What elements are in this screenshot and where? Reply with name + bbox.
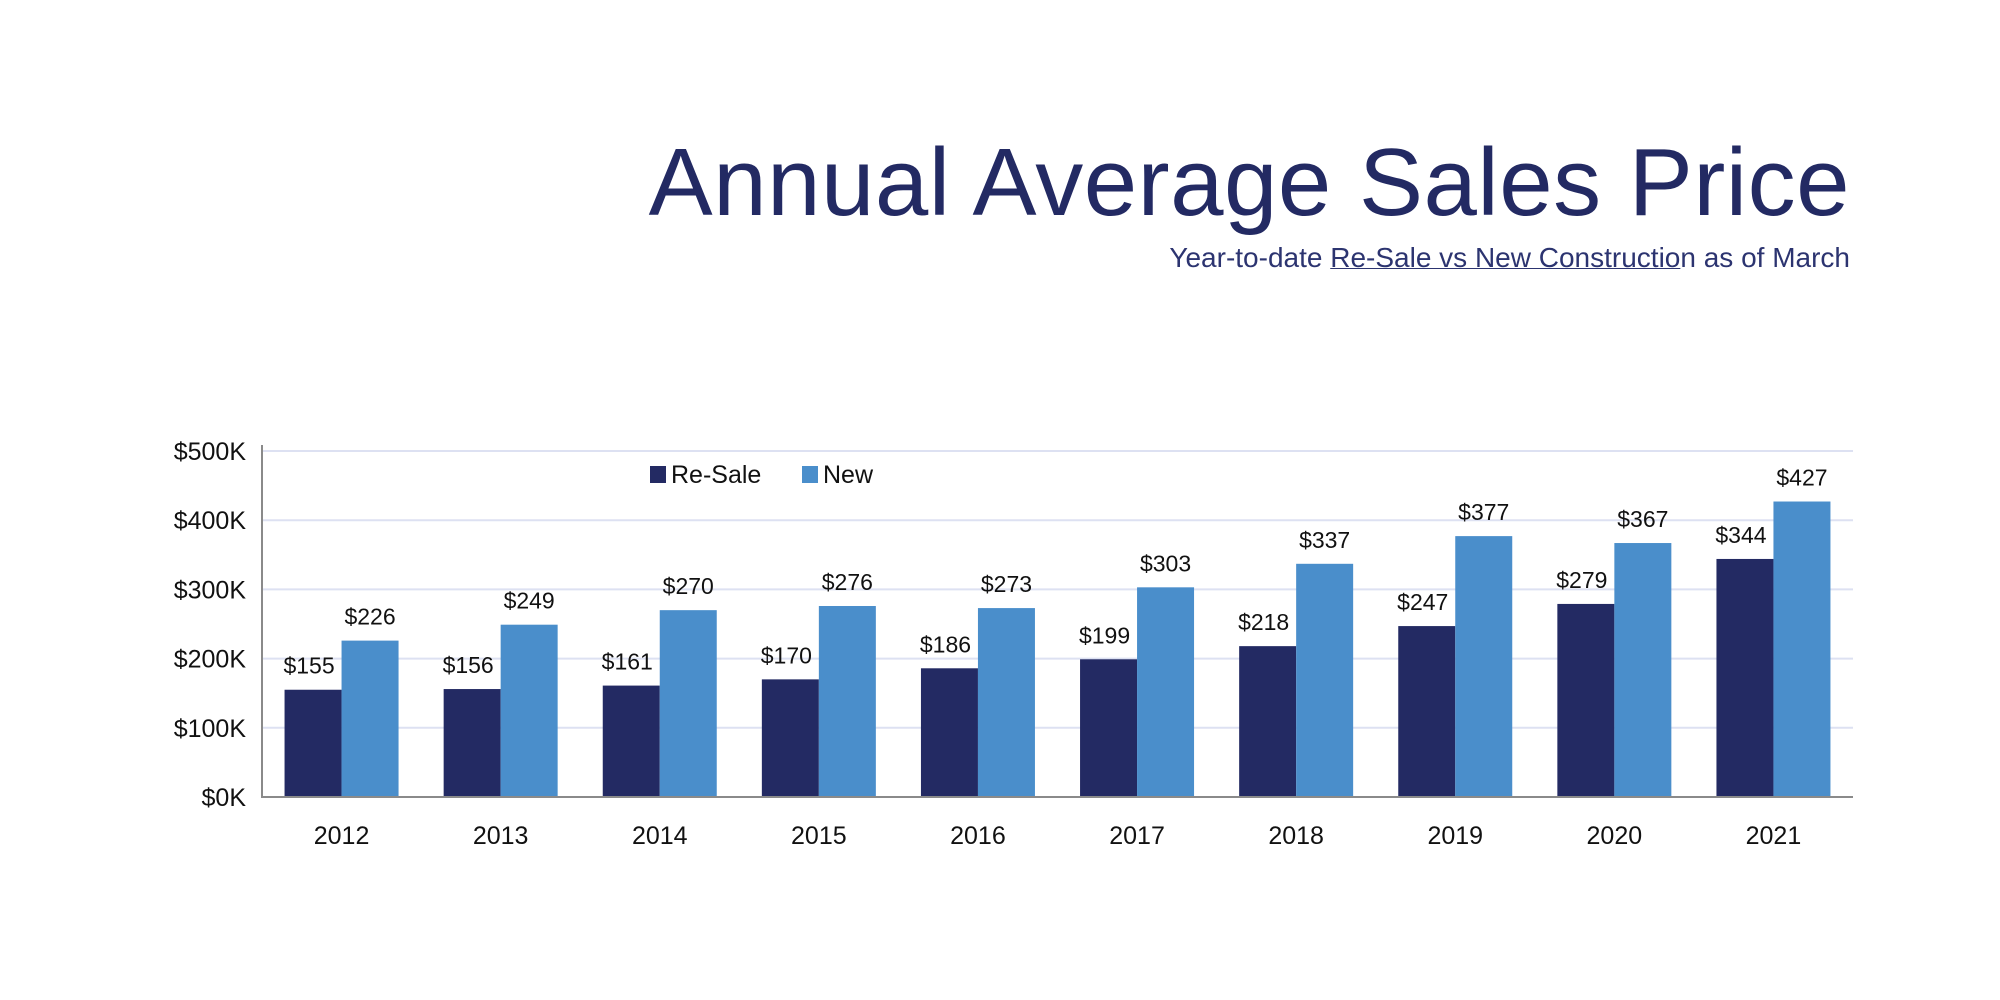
data-label: $170	[761, 642, 812, 668]
bar-new-2017	[1137, 587, 1195, 797]
y-tick-label: $0K	[202, 784, 247, 812]
legend-label-re-sale: Re-Sale	[671, 461, 761, 489]
x-tick-label: 2013	[473, 822, 529, 850]
bar-new-2012	[341, 640, 399, 797]
data-label: $218	[1238, 609, 1289, 635]
data-label: $303	[1140, 550, 1191, 576]
bar-new-2018	[1296, 563, 1354, 797]
bar-re-sale-2014	[602, 685, 660, 797]
x-tick-label: 2014	[632, 822, 688, 850]
x-tick-label: 2021	[1746, 822, 1802, 850]
bar-re-sale-2012	[284, 689, 342, 797]
data-label: $155	[283, 653, 334, 679]
x-tick-label: 2018	[1268, 822, 1324, 850]
bar-re-sale-2018	[1239, 646, 1297, 797]
x-tick-label: 2016	[950, 822, 1006, 850]
chart-subtitle: Year-to-date Re-Sale vs New Construction…	[1169, 242, 1850, 274]
x-tick-label: 2015	[791, 822, 847, 850]
bar-re-sale-2019	[1398, 626, 1456, 797]
x-tick-label: 2012	[314, 822, 370, 850]
data-label: $337	[1299, 527, 1350, 553]
bar-re-sale-2016	[920, 668, 978, 797]
x-tick-label: 2017	[1109, 822, 1165, 850]
data-label: $156	[443, 652, 494, 678]
chart-title: Annual Average Sales Price	[648, 129, 1850, 236]
data-label: $249	[504, 588, 555, 614]
data-label: $199	[1079, 622, 1130, 648]
x-tick-label: 2020	[1587, 822, 1643, 850]
data-label: $161	[602, 649, 653, 675]
bar-new-2021	[1773, 501, 1831, 797]
data-label: $367	[1617, 506, 1668, 532]
legend-label-new: New	[823, 461, 874, 489]
data-label: $186	[920, 631, 971, 657]
data-label: $270	[663, 573, 714, 599]
subtitle-suffix: n as of March	[1680, 242, 1850, 273]
bar-re-sale-2013	[443, 689, 501, 797]
y-tick-label: $300K	[174, 576, 247, 604]
y-tick-label: $100K	[174, 715, 247, 743]
data-label: $226	[344, 604, 395, 630]
bar-re-sale-2020	[1557, 603, 1615, 797]
bar-new-2019	[1455, 536, 1513, 797]
data-label: $247	[1397, 589, 1448, 615]
bar-new-2020	[1614, 543, 1672, 797]
legend-swatch-re-sale	[650, 466, 666, 483]
data-label: $279	[1556, 567, 1607, 593]
y-tick-label: $500K	[174, 438, 247, 466]
bar-re-sale-2021	[1716, 558, 1774, 797]
data-label: $276	[822, 569, 873, 595]
subtitle-prefix: Year-to-date	[1169, 242, 1331, 273]
y-tick-label: $400K	[174, 507, 247, 535]
legend-swatch-new	[802, 466, 818, 483]
x-tick-label: 2019	[1427, 822, 1483, 850]
bar-re-sale-2015	[761, 679, 819, 797]
bar-re-sale-2017	[1080, 659, 1138, 797]
data-label: $273	[981, 571, 1032, 597]
bar-new-2016	[977, 608, 1035, 797]
subtitle-underlined: Re-Sale vs New Constructio	[1330, 242, 1681, 273]
bar-new-2014	[659, 610, 717, 797]
data-label: $344	[1715, 522, 1766, 548]
data-label: $427	[1776, 465, 1827, 491]
y-tick-label: $200K	[174, 646, 247, 674]
bar-new-2013	[500, 624, 558, 797]
bar-new-2015	[818, 606, 876, 797]
data-label: $377	[1458, 499, 1509, 525]
